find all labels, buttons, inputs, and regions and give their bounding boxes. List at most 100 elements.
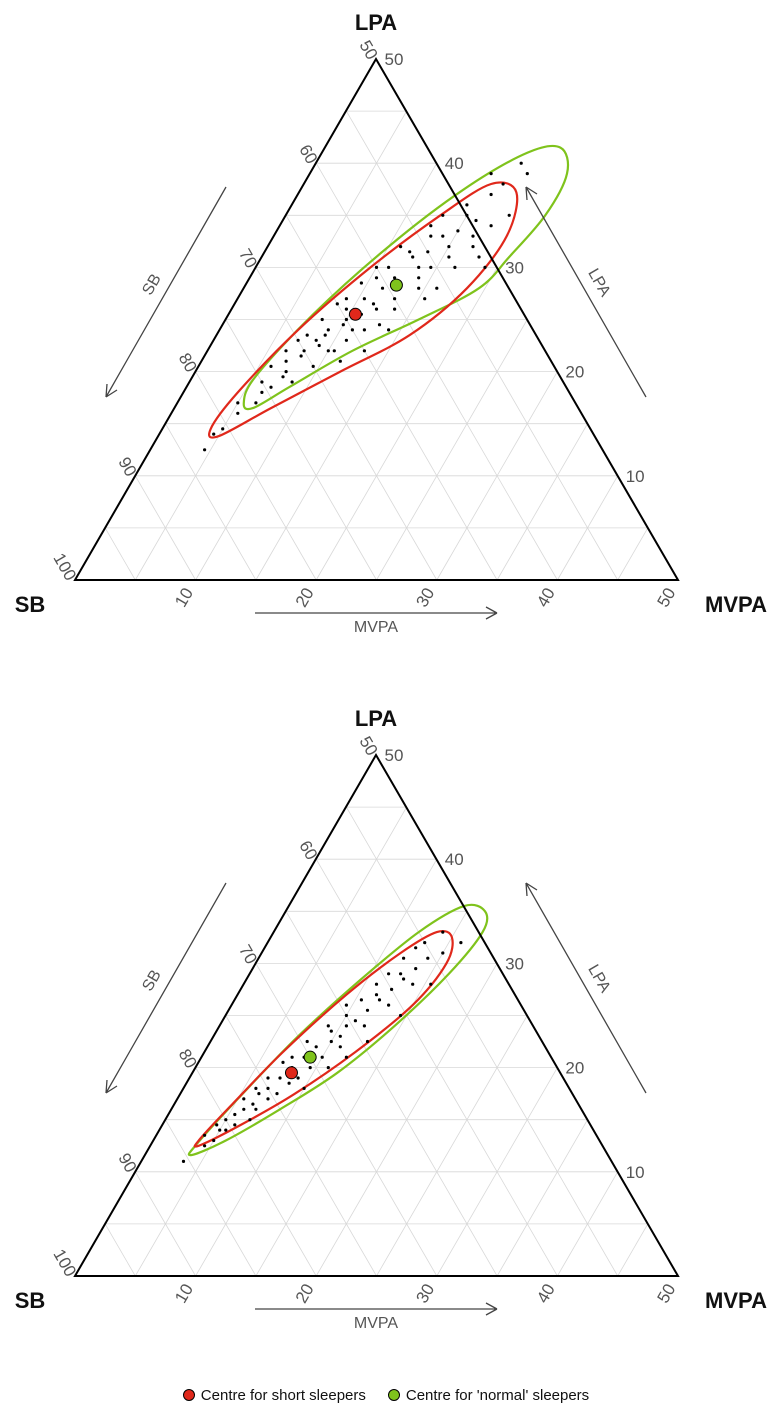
data-point	[326, 1024, 330, 1028]
data-point	[314, 1045, 318, 1049]
data-point	[429, 224, 433, 228]
data-point	[251, 1102, 255, 1106]
data-point	[254, 401, 258, 405]
data-points	[203, 161, 529, 452]
data-point	[377, 998, 382, 1002]
triangle-frame	[73, 57, 680, 581]
data-point	[302, 1086, 306, 1090]
data-point	[365, 1039, 370, 1044]
data-point	[248, 1118, 252, 1122]
data-point	[326, 1066, 330, 1070]
grid-line-sb	[104, 1223, 136, 1277]
lpa-arrow	[525, 186, 647, 398]
legend-item-short: Centre for short sleepers	[182, 1387, 366, 1404]
tick-label-mvpa: 40	[533, 585, 559, 611]
grid-line-sb	[104, 527, 136, 581]
data-point	[411, 982, 415, 986]
data-point	[329, 1029, 333, 1033]
data-point	[350, 328, 354, 332]
mvpa-arrow-label: MVPA	[354, 1315, 398, 1332]
data-point	[203, 1144, 207, 1148]
vertex-label-top: LPA	[355, 10, 397, 35]
tick-label-lpa: 40	[445, 154, 464, 173]
data-point	[335, 302, 339, 306]
grid-line-sb	[285, 215, 498, 581]
axis-arrows: SB LPA MVPA	[105, 186, 647, 636]
data-point	[474, 218, 478, 223]
tick-label-lpa: 50	[385, 746, 404, 765]
data-point	[326, 349, 330, 353]
data-point	[344, 297, 348, 301]
data-point	[362, 297, 366, 301]
data-point	[387, 1003, 391, 1007]
grid-line-sb	[346, 806, 619, 1277]
tick-label-sb: 50	[356, 37, 382, 63]
data-point	[341, 323, 345, 327]
data-point	[362, 328, 366, 332]
data-point	[362, 1024, 366, 1028]
tick-label-mvpa: 10	[171, 585, 197, 611]
axis-arrows: SB LPA MVPA	[105, 882, 647, 1332]
data-point	[453, 265, 457, 269]
data-point	[408, 250, 412, 254]
data-point	[320, 1055, 324, 1059]
data-point	[290, 380, 294, 384]
data-point	[374, 276, 379, 280]
data-point	[260, 390, 264, 394]
data-point	[471, 234, 475, 238]
vertex-label-right: MVPA	[705, 1288, 767, 1313]
data-point	[429, 234, 433, 238]
tick-label-mvpa: 20	[292, 585, 318, 611]
data-point	[344, 338, 348, 342]
data-point	[212, 432, 216, 436]
data-point	[236, 401, 240, 405]
data-point	[269, 364, 273, 368]
grid-line-sb	[315, 858, 558, 1277]
legend-item-normal: Centre for 'normal' sleepers	[387, 1387, 589, 1404]
data-point	[399, 1013, 403, 1018]
data-point	[290, 1055, 294, 1059]
grid-line-sb	[255, 963, 438, 1277]
legend-swatch-short	[182, 1389, 195, 1401]
data-point	[254, 1086, 258, 1090]
data-point	[429, 982, 433, 986]
tick-label-lpa: 30	[505, 258, 524, 277]
sb-arrow-label: SB	[139, 271, 164, 298]
tick-label-mvpa: 30	[412, 585, 438, 611]
lpa-arrow	[525, 882, 647, 1094]
triangle-frame	[73, 753, 680, 1277]
data-point	[296, 338, 300, 342]
data-point	[374, 307, 379, 311]
data-point	[236, 411, 240, 415]
data-point	[344, 307, 348, 311]
data-point	[507, 213, 511, 217]
mvpa-arrow	[255, 1302, 498, 1316]
mvpa-arrow	[255, 606, 498, 620]
data-point	[266, 1086, 270, 1090]
grid-line-sb	[165, 1119, 257, 1277]
data-point	[393, 276, 397, 280]
centre-short-sleepers	[348, 307, 362, 321]
data-points	[181, 930, 463, 1163]
grid-line-mvpa	[496, 423, 588, 581]
data-point	[254, 1107, 258, 1111]
mvpa-arrow-label: MVPA	[354, 619, 398, 636]
data-point	[441, 930, 445, 934]
data-point	[221, 427, 225, 431]
data-point	[402, 956, 406, 960]
data-point	[371, 302, 376, 306]
data-point	[441, 213, 445, 217]
data-point	[326, 328, 330, 332]
data-point	[362, 349, 366, 353]
tick-label-mvpa: 40	[533, 1281, 559, 1307]
grid-line-mvpa	[617, 527, 649, 581]
lpa-arrow-label: LPA	[584, 962, 613, 996]
centre-normal-sleepers	[389, 278, 403, 292]
data-point	[299, 354, 303, 358]
data-point	[402, 977, 406, 981]
grid-line-sb	[315, 162, 558, 581]
grid-line-mvpa	[255, 911, 468, 1277]
